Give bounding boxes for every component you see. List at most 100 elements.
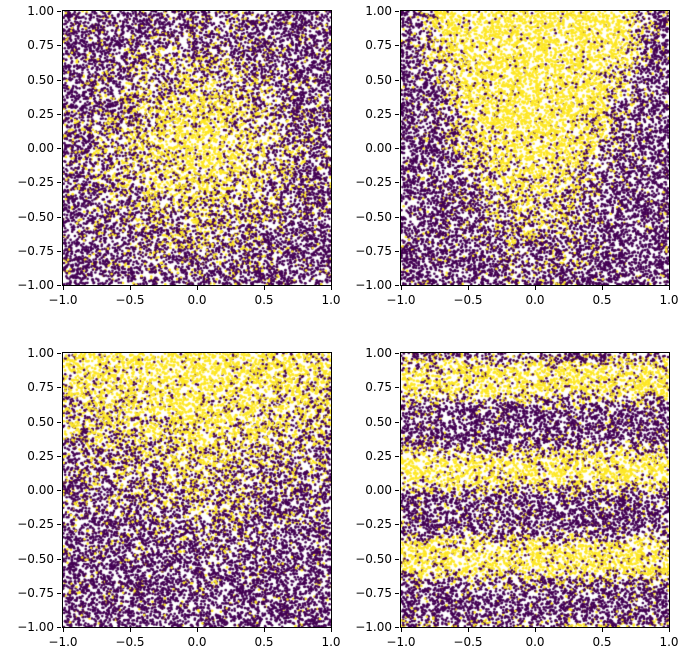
x-tick-mark: [401, 286, 402, 290]
x-tick-mark: [602, 628, 603, 632]
x-tick-mark: [197, 628, 198, 632]
x-tick-label: −0.5: [115, 293, 145, 307]
y-tick-mark: [395, 285, 399, 286]
y-tick-mark: [395, 421, 399, 423]
y-tick-mark: [395, 45, 399, 47]
y-tick-mark: [57, 421, 61, 423]
x-tick-label: 1.0: [321, 635, 341, 649]
y-tick-mark: [57, 216, 61, 218]
y-tick-mark: [395, 216, 399, 218]
y-tick-label: 0.25: [365, 448, 392, 463]
x-tick-label: −0.5: [453, 635, 483, 649]
y-tick-mark: [395, 353, 399, 354]
y-tick-mark: [57, 250, 61, 252]
x-tick-label: 1.0: [321, 293, 341, 307]
y-tick-label: 1.00: [365, 346, 392, 360]
y-tick-mark: [57, 627, 61, 628]
x-tick-mark: [331, 628, 332, 632]
y-tick-label: −0.25: [17, 517, 54, 532]
x-tick-label: −1.0: [48, 635, 78, 649]
x-tick-mark: [468, 286, 469, 290]
x-tick-mark: [669, 286, 670, 290]
y-tick-label: 0.50: [365, 414, 392, 429]
x-tick-mark: [197, 286, 198, 290]
y-tick-label: −0.25: [17, 175, 54, 190]
y-tick-label: 0.00: [27, 141, 54, 155]
x-tick-label: 0.5: [254, 635, 274, 649]
x-tick-mark: [535, 286, 536, 290]
x-tick-mark: [331, 286, 332, 290]
y-tick-label: 0.00: [365, 141, 392, 155]
y-tick-label: −0.50: [355, 209, 392, 224]
y-tick-mark: [395, 250, 399, 252]
y-tick-mark: [395, 11, 399, 12]
y-tick-mark: [395, 524, 399, 526]
y-tick-mark: [57, 45, 61, 47]
x-tick-mark: [401, 628, 402, 632]
y-tick-label: 1.00: [27, 346, 54, 360]
x-tick-mark: [63, 286, 64, 290]
y-tick-mark: [57, 558, 61, 560]
y-tick-mark: [57, 148, 61, 149]
y-tick-label: 1.00: [27, 4, 54, 18]
y-tick-label: −0.75: [17, 585, 54, 600]
scatter-canvas-top-left: [62, 10, 332, 286]
subplot-bottom-left: 1.00 0.75 0.50 0.25 0.00 −0.25 −0.50 −0.75 −1.00…: [17, 347, 340, 648]
x-tick-label: 1.0: [659, 293, 679, 307]
y-tick-label: 0.50: [27, 72, 54, 87]
y-tick-label: 0.75: [365, 380, 392, 395]
x-tick-label: 0.5: [592, 635, 612, 649]
scatter-canvas-top-right: [400, 10, 670, 286]
y-tick-mark: [395, 387, 399, 389]
y-tick-label: 0.75: [27, 38, 54, 53]
x-tick-label: 0.5: [254, 293, 274, 307]
y-tick-label: −0.25: [355, 175, 392, 190]
y-tick-mark: [57, 490, 61, 491]
x-tick-label: 1.0: [659, 635, 679, 649]
y-tick-mark: [57, 182, 61, 184]
scatter-canvas-bottom-left: [62, 352, 332, 628]
y-tick-label: 0.50: [27, 414, 54, 429]
x-tick-label: 0.0: [187, 293, 207, 307]
y-tick-mark: [395, 558, 399, 560]
y-tick-label: 0.25: [365, 106, 392, 121]
y-tick-label: 0.00: [27, 483, 54, 497]
y-tick-mark: [57, 524, 61, 526]
y-tick-label: −1.00: [17, 278, 54, 292]
x-tick-label: −0.5: [115, 635, 145, 649]
y-tick-label: 1.00: [365, 4, 392, 18]
x-tick-mark: [264, 286, 265, 290]
y-tick-mark: [57, 79, 61, 81]
x-tick-mark: [535, 628, 536, 632]
y-tick-mark: [395, 113, 399, 115]
y-tick-label: 0.50: [365, 72, 392, 87]
subplot-top-left: 1.00 0.75 0.50 0.25 0.00 −0.25 −0.50 −0.75 −1.00…: [17, 5, 340, 306]
y-tick-label: 0.25: [27, 106, 54, 121]
y-tick-mark: [57, 285, 61, 286]
x-tick-mark: [468, 628, 469, 632]
y-tick-mark: [57, 11, 61, 12]
x-tick-label: 0.5: [592, 293, 612, 307]
y-tick-mark: [395, 148, 399, 149]
y-tick-label: −1.00: [355, 620, 392, 634]
x-tick-label: −1.0: [386, 635, 416, 649]
x-tick-label: −0.5: [453, 293, 483, 307]
y-tick-label: 0.75: [27, 380, 54, 395]
subplot-bottom-right: 1.00 0.75 0.50 0.25 0.00 −0.25 −0.50 −0.75 −1.00…: [355, 347, 678, 648]
y-tick-label: −1.00: [355, 278, 392, 292]
y-tick-label: 0.25: [27, 448, 54, 463]
y-tick-label: −0.75: [355, 585, 392, 600]
y-tick-mark: [395, 455, 399, 457]
x-tick-label: 0.0: [525, 635, 545, 649]
y-tick-label: −0.50: [17, 551, 54, 566]
x-tick-mark: [130, 628, 131, 632]
y-tick-mark: [57, 113, 61, 115]
y-tick-label: −1.00: [17, 620, 54, 634]
x-tick-mark: [602, 286, 603, 290]
y-tick-mark: [395, 592, 399, 594]
y-tick-label: −0.50: [355, 551, 392, 566]
y-tick-label: −0.50: [17, 209, 54, 224]
y-tick-mark: [395, 490, 399, 491]
y-tick-label: 0.75: [365, 38, 392, 53]
y-tick-mark: [57, 455, 61, 457]
